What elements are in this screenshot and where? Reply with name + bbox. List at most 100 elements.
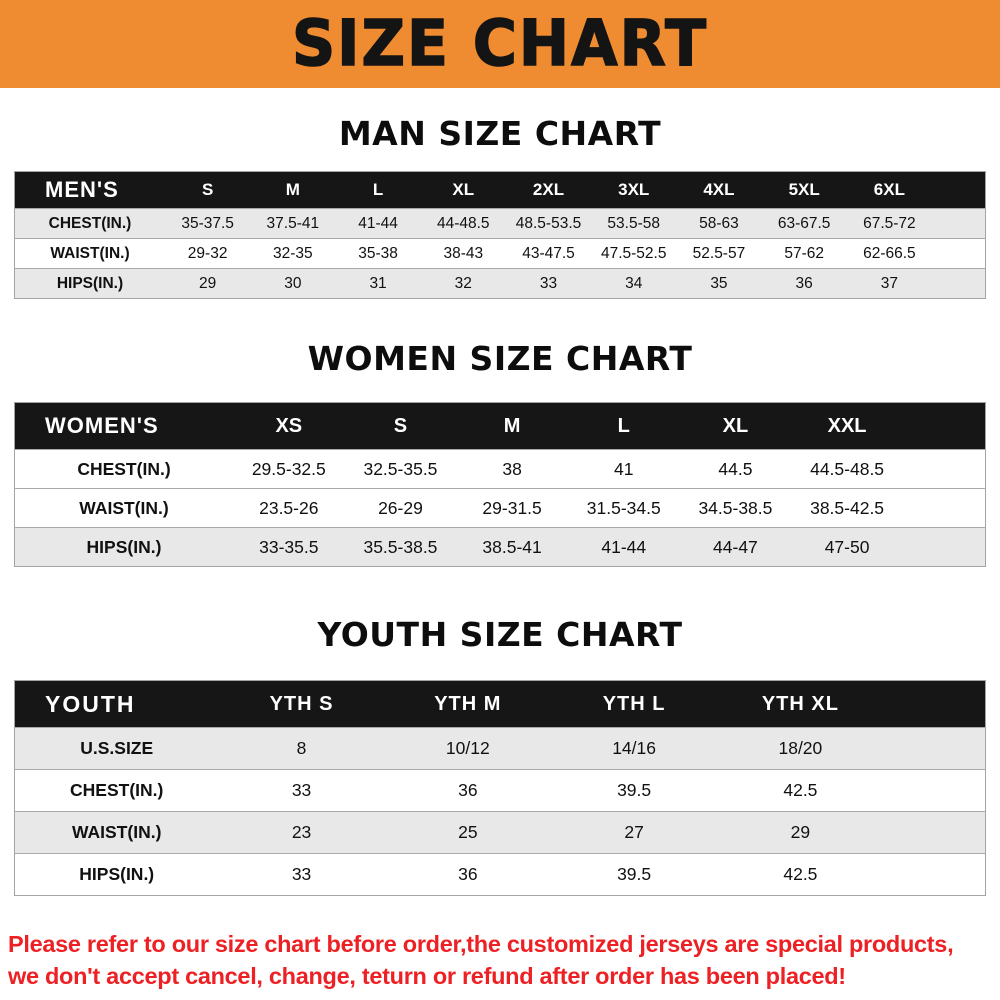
spacer-cell (902, 402, 986, 450)
table-cell: 44.5 (718, 458, 753, 479)
table-cell: 57-62 (784, 244, 824, 262)
table-cell: 31.5-34.5 (586, 497, 661, 518)
table-cell: 25 (458, 822, 478, 842)
table-cell: 42.5 (783, 864, 818, 884)
women-size-table: WOMEN'S XS S M L XL XXL CHEST(IN.) 29.5-32.5 32.5… (14, 402, 986, 567)
table-cell: 43-47.5 (522, 244, 575, 262)
spacer-cell (903, 489, 986, 528)
table-row: CHEST(IN.) 35-37.5 37.5-41 41-44 44-48.5 48.5… (14, 208, 986, 239)
table-cell: 31 (369, 274, 387, 292)
size-column-header: 5XL (761, 171, 847, 209)
table-row: CHEST(IN.) 29.5-32.5 32.5-35.5 38 41 44.5 44.5… (14, 449, 986, 489)
disclaimer-line-2: we don't accept cancel, change, teturn o… (8, 963, 846, 989)
table-cell: 29 (790, 822, 811, 842)
row-label: U.S.SIZE (80, 738, 154, 758)
spacer-cell (883, 680, 986, 728)
table-cell: 29-32 (187, 244, 228, 262)
table-cell: 26-29 (378, 497, 423, 518)
table-cell: 29.5-32.5 (251, 458, 326, 479)
table-cell: 58-63 (699, 214, 739, 232)
table-corner-label: WOMEN'S (14, 402, 233, 450)
spacer-cell (884, 770, 986, 812)
table-cell: 35-37.5 (181, 214, 234, 232)
youth-size-table: YOUTH YTH S YTH M YTH L YTH XL U.S.SIZE 8 10/12… (14, 680, 986, 896)
table-cell: 47-50 (824, 536, 870, 557)
size-column-header: 6XL (846, 171, 932, 209)
banner-title: SIZE CHART (291, 6, 709, 82)
disclaimer-line-1: Please refer to our size chart before or… (8, 931, 954, 957)
table-cell: 36 (458, 780, 478, 800)
table-cell: 41 (614, 458, 634, 479)
size-column-header: XXL (791, 402, 903, 450)
size-column-header: 2XL (505, 171, 592, 209)
table-cell: 14/16 (612, 738, 656, 758)
table-cell: 35 (710, 274, 728, 292)
spacer-cell (884, 812, 986, 854)
table-cell: 41-44 (358, 214, 398, 232)
row-label: WAIST(IN.) (50, 244, 130, 262)
table-cell: 48.5-53.5 (515, 214, 582, 232)
table-cell: 52.5-57 (692, 244, 746, 262)
size-column-header: 4XL (676, 171, 762, 209)
size-column-header: YTH S (218, 680, 385, 728)
size-column-header: YTH L (550, 680, 718, 728)
table-cell: 37.5-41 (266, 214, 320, 232)
size-column-header: XL (420, 171, 506, 209)
table-cell: 27 (624, 822, 644, 842)
row-label: HIPS(IN.) (56, 274, 124, 292)
row-label: HIPS(IN.) (79, 864, 155, 884)
table-cell: 34.5-38.5 (698, 497, 773, 518)
table-row: HIPS(IN.) 33 36 39.5 42.5 (14, 853, 986, 896)
spacer-cell (932, 269, 986, 299)
spacer-cell (903, 450, 986, 489)
table-cell: 29-31.5 (482, 497, 542, 518)
spacer-cell (884, 854, 986, 896)
table-cell: 67.5-72 (863, 214, 916, 232)
size-column-header: L (567, 402, 680, 450)
size-column-header: M (250, 171, 336, 209)
table-cell: 23.5-26 (259, 497, 319, 518)
table-cell: 8 (296, 738, 307, 758)
size-column-header: S (344, 402, 457, 450)
men-size-table-wrap: MEN'S S M L XL 2XL 3XL 4XL 5XL 6XL CHEST(IN.) 35-37… (14, 171, 986, 299)
table-cell: 38.5-41 (482, 536, 542, 557)
table-cell: 33-35.5 (259, 536, 319, 557)
table-header-row: MEN'S S M L XL 2XL 3XL 4XL 5XL 6XL (14, 171, 986, 209)
table-cell: 32 (454, 274, 472, 292)
table-cell: 18/20 (778, 738, 823, 758)
row-label: WAIST(IN.) (79, 497, 169, 518)
men-size-table: MEN'S S M L XL 2XL 3XL 4XL 5XL 6XL CHEST(IN.) 35-37… (14, 171, 986, 299)
table-cell: 39.5 (617, 864, 652, 884)
row-label: CHEST(IN.) (77, 458, 171, 479)
table-cell: 44.5-48.5 (810, 458, 885, 479)
table-cell: 39.5 (617, 780, 652, 800)
table-cell: 34 (625, 274, 643, 292)
table-row: HIPS(IN.) 29 30 31 32 33 34 35 36 37 (14, 268, 986, 299)
size-column-header: L (335, 171, 421, 209)
table-row: WAIST(IN.) 29-32 32-35 35-38 38-43 43-47.5 47.… (14, 238, 986, 269)
table-cell: 33 (539, 274, 558, 292)
table-cell: 63-67.5 (777, 214, 831, 232)
row-label: WAIST(IN.) (71, 822, 162, 842)
youth-size-chart-heading: YOUTH SIZE CHART (317, 615, 683, 654)
table-cell: 32-35 (273, 244, 313, 262)
table-cell: 44-47 (713, 536, 758, 557)
table-cell: 35.5-38.5 (363, 536, 438, 557)
table-cell: 35-38 (358, 244, 398, 262)
spacer-cell (884, 728, 986, 770)
table-cell: 32.5-35.5 (363, 458, 438, 479)
spacer-cell (932, 239, 986, 269)
table-corner-label: YOUTH (14, 680, 219, 728)
table-cell: 47.5-52.5 (600, 244, 667, 262)
table-cell: 62-66.5 (863, 244, 916, 262)
table-cell: 33 (291, 864, 312, 884)
table-cell: 38-43 (443, 244, 484, 262)
table-row: CHEST(IN.) 33 36 39.5 42.5 (14, 769, 986, 812)
women-size-table-wrap: WOMEN'S XS S M L XL XXL CHEST(IN.) 29.5-32.5 32.5… (14, 402, 986, 567)
row-label: CHEST(IN.) (48, 214, 132, 232)
table-cell: 23 (291, 822, 312, 842)
table-cell: 36 (795, 274, 813, 292)
size-column-header: 3XL (591, 171, 677, 209)
size-column-header: YTH M (384, 680, 551, 728)
